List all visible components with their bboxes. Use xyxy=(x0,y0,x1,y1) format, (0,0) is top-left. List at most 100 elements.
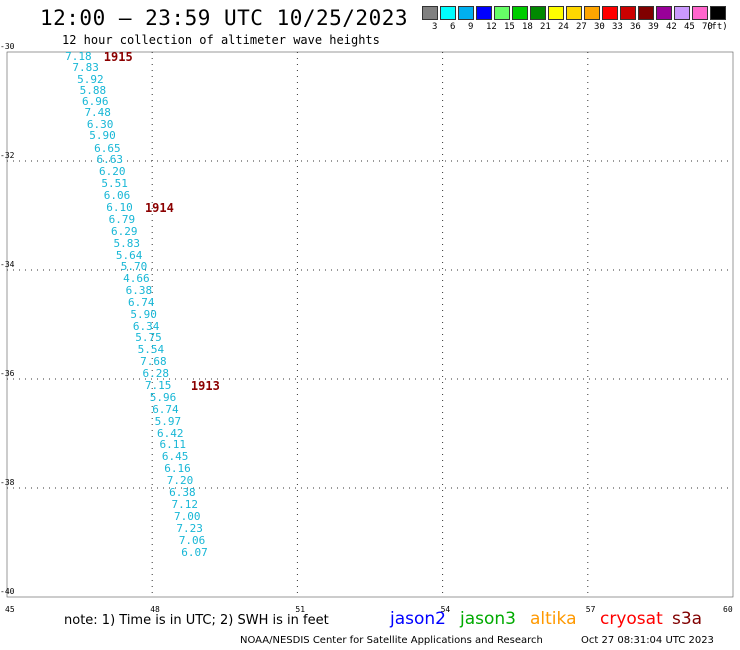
altimeter-map xyxy=(6,51,734,598)
swh-value: 5.92 xyxy=(77,72,104,86)
swh-value: 6.34 xyxy=(132,319,160,333)
swh-value: 5.90 xyxy=(130,308,157,322)
colorbar-label: 9 xyxy=(468,22,474,32)
swh-value: 6.11 xyxy=(159,438,186,452)
y-tick-label: -40 xyxy=(0,587,15,596)
swh-value: 6.30 xyxy=(86,117,114,131)
swh-value: 6.28 xyxy=(142,367,170,381)
map-subtitle: 12 hour collection of altimeter wave hei… xyxy=(62,33,380,47)
swh-value: 6.07 xyxy=(181,545,208,559)
swh-value: 6.74 xyxy=(128,296,155,310)
colorbar-label: 18 xyxy=(522,22,533,32)
swh-value: 6.63 xyxy=(96,153,124,167)
colorbar-label: 3 xyxy=(432,22,438,32)
colorbar-label: 24 xyxy=(558,22,569,32)
colorbar-swatch xyxy=(710,6,726,20)
x-tick-label: 51 xyxy=(295,605,306,614)
swh-value: 5.51 xyxy=(101,177,128,191)
swh-value: 6.79 xyxy=(108,212,136,226)
colorbar-swatch xyxy=(674,6,690,20)
y-tick-label: -32 xyxy=(0,151,15,160)
colorbar-swatch xyxy=(548,6,564,20)
colorbar-label: 15 xyxy=(504,22,515,32)
swh-value: 7.15 xyxy=(144,378,172,392)
colorbar-label: 6 xyxy=(450,22,456,32)
swh-value: 5.90 xyxy=(89,129,116,143)
colorbar-label: 12 xyxy=(486,22,497,32)
generated-timestamp: Oct 27 08:31:04 UTC 2023 xyxy=(581,635,714,646)
swh-value: 5.83 xyxy=(113,236,140,250)
swh-value: 6.06 xyxy=(103,189,131,203)
swh-value: 6.16 xyxy=(164,462,191,476)
swh-value: 7.06 xyxy=(178,533,206,547)
colorbar-label: 30 xyxy=(594,22,605,32)
swh-value: 5.70 xyxy=(120,260,148,274)
colorbar-label: 45 xyxy=(684,22,695,32)
x-tick-label: 60 xyxy=(723,605,733,614)
swh-value: 5.75 xyxy=(135,331,162,345)
y-tick-label: -34 xyxy=(0,260,15,269)
swh-value: 7.00 xyxy=(173,509,201,523)
colorbar-label: 39 xyxy=(648,22,659,32)
swh-value: 5.54 xyxy=(137,343,165,357)
swh-value: 6.42 xyxy=(157,426,184,440)
map-frame xyxy=(6,51,734,598)
map-title: 12:00 – 23:59 UTC 10/25/2023 xyxy=(40,6,409,30)
swh-value: 6.96 xyxy=(82,94,109,108)
colorbar-swatch xyxy=(656,6,672,20)
colorbar-label: 27 xyxy=(576,22,587,32)
y-tick-label: -38 xyxy=(0,478,15,487)
swh-value: 5.96 xyxy=(149,390,177,404)
swh-value: 7.18 xyxy=(65,49,92,63)
swh-value: 4.66 xyxy=(123,272,150,286)
swh-value: 7.12 xyxy=(171,497,199,511)
colorbar-swatch xyxy=(638,6,654,20)
swh-value: 7.23 xyxy=(176,521,203,535)
colorbar-swatch xyxy=(440,6,456,20)
satellite-legend-cryosat: cryosat xyxy=(600,609,663,629)
satellite-legend-jason3: jason3 xyxy=(460,609,516,629)
swh-value: 7.20 xyxy=(166,474,194,488)
swh-value: 6.10 xyxy=(106,201,133,215)
swh-value: 7.48 xyxy=(84,106,111,120)
swh-value: 7.68 xyxy=(140,355,167,369)
credit-line: NOAA/NESDIS Center for Satellite Applica… xyxy=(240,635,543,646)
colorbar-swatch xyxy=(458,6,474,20)
swh-value: 6.29 xyxy=(111,224,138,238)
x-tick-label: 54 xyxy=(440,605,451,614)
swh-value: 6.20 xyxy=(98,165,126,179)
swh-value: 6.74 xyxy=(152,402,179,416)
colorbar-swatch xyxy=(530,6,546,20)
x-tick-label: 45 xyxy=(5,605,15,614)
colorbar-swatch xyxy=(692,6,708,20)
pass-time-label: 1913 xyxy=(190,378,220,393)
colorbar-unit: (ft) xyxy=(706,22,728,32)
swh-value: 7.83 xyxy=(72,61,99,75)
footnote: note: 1) Time is in UTC; 2) SWH is in fe… xyxy=(64,613,329,628)
colorbar-swatch xyxy=(620,6,636,20)
y-tick-label: -30 xyxy=(0,42,15,51)
colorbar-swatch xyxy=(602,6,618,20)
colorbar-swatch xyxy=(512,6,528,20)
swh-value: 5.97 xyxy=(154,414,182,428)
colorbar-label: 42 xyxy=(666,22,677,32)
colorbar-label: 70 xyxy=(702,22,713,32)
satellite-legend-altika: altika xyxy=(530,609,577,629)
x-tick-label: 57 xyxy=(585,605,596,614)
satellite-legend-s3a: s3a xyxy=(672,609,703,629)
colorbar-swatch xyxy=(566,6,582,20)
colorbar-swatch xyxy=(422,6,438,20)
swh-value: 5.64 xyxy=(115,248,143,262)
pass-time-label: 1915 xyxy=(103,49,133,64)
swh-value: 6.38 xyxy=(169,486,196,500)
swh-value: 6.38 xyxy=(125,284,153,298)
x-tick-label: 48 xyxy=(150,605,160,614)
swh-value: 5.88 xyxy=(79,84,107,98)
colorbar-label: 33 xyxy=(612,22,623,32)
satellite-legend-jason2: jason2 xyxy=(390,609,446,629)
pass-time-label: 1914 xyxy=(144,201,174,216)
colorbar-label: 36 xyxy=(630,22,641,32)
swh-value: 6.45 xyxy=(161,450,189,464)
colorbar-swatch xyxy=(584,6,600,20)
swh-value: 6.65 xyxy=(94,141,121,155)
